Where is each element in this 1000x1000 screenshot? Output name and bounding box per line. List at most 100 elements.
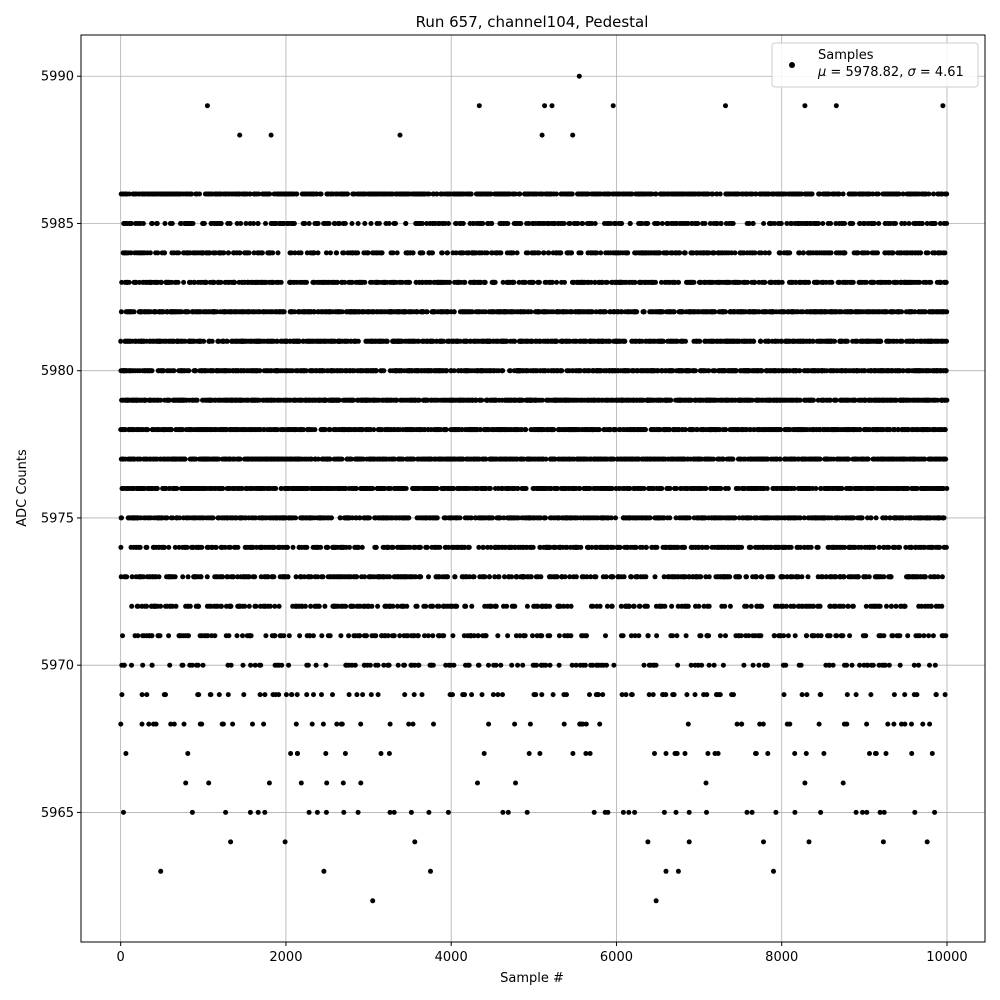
data-point (352, 662, 358, 668)
data-point (498, 250, 504, 256)
data-point (186, 633, 191, 639)
data-point (354, 692, 360, 698)
data-point (395, 662, 401, 668)
data-point (326, 221, 332, 226)
data-point (346, 633, 352, 639)
data-point (360, 692, 366, 698)
data-point (189, 662, 195, 668)
data-point (216, 338, 221, 344)
data-point (186, 368, 192, 374)
data-point (129, 603, 135, 609)
data-point (135, 633, 141, 639)
data-point (162, 221, 168, 226)
data-point (266, 780, 272, 786)
data-point (500, 368, 506, 374)
data-point (306, 221, 312, 226)
data-point (424, 309, 430, 315)
data-point (251, 221, 256, 226)
data-point (216, 692, 222, 698)
data-point (201, 338, 207, 344)
data-point (418, 544, 423, 550)
data-point (246, 603, 252, 609)
data-point (323, 751, 329, 756)
data-point (119, 279, 125, 285)
data-point (190, 221, 196, 226)
data-point (369, 603, 375, 609)
data-point (146, 721, 152, 727)
data-point (126, 191, 132, 197)
data-point (505, 633, 511, 639)
data-point (175, 279, 181, 285)
data-point (373, 633, 379, 639)
data-point (257, 692, 263, 698)
data-point (391, 633, 397, 639)
data-point (223, 809, 229, 815)
data-point (272, 633, 278, 639)
data-point (203, 279, 209, 285)
data-point (172, 574, 178, 580)
data-point (199, 721, 205, 727)
data-point (189, 809, 195, 815)
data-point (167, 397, 172, 403)
data-point (355, 809, 361, 815)
data-point (220, 486, 226, 491)
data-point (119, 692, 125, 698)
data-point (298, 780, 304, 786)
data-point (234, 633, 240, 639)
data-point (524, 603, 530, 609)
data-point (302, 221, 308, 226)
data-point (451, 662, 457, 668)
data-point (201, 221, 207, 226)
data-point (158, 279, 164, 285)
data-point (386, 221, 392, 226)
data-point (281, 309, 287, 315)
data-point (495, 692, 501, 698)
data-point (469, 603, 475, 609)
data-point (487, 574, 492, 580)
data-point (213, 544, 219, 550)
data-point (164, 515, 170, 521)
data-point (270, 250, 276, 256)
data-point (271, 574, 277, 580)
data-point (436, 603, 442, 609)
data-point (253, 603, 259, 609)
data-point (368, 221, 374, 226)
data-point (189, 191, 195, 197)
data-point (358, 721, 364, 727)
data-point (209, 338, 215, 344)
data-point (319, 692, 324, 698)
data-point (313, 662, 319, 668)
data-point (167, 662, 173, 668)
data-point (180, 662, 186, 668)
data-point (154, 221, 160, 226)
data-point (286, 662, 292, 668)
data-point (153, 721, 159, 727)
data-point (522, 633, 528, 639)
data-point (119, 515, 124, 521)
data-point (490, 692, 496, 698)
data-point (325, 544, 331, 550)
data-point (411, 692, 417, 698)
data-point (342, 221, 348, 226)
data-point (367, 515, 372, 521)
data-point (362, 574, 368, 580)
data-point (182, 456, 188, 462)
data-point (430, 662, 436, 668)
data-point (288, 751, 294, 756)
data-point (359, 544, 365, 550)
data-point (283, 692, 289, 698)
data-point (364, 633, 369, 639)
data-point (199, 544, 205, 550)
data-point (192, 279, 198, 285)
data-point (378, 751, 384, 756)
data-point (228, 662, 234, 668)
data-point (419, 692, 425, 698)
data-point (407, 279, 413, 285)
data-point (466, 662, 472, 668)
data-point (290, 544, 296, 550)
data-point (406, 721, 412, 727)
data-point (261, 721, 267, 727)
data-point (240, 662, 246, 668)
data-point (322, 603, 328, 609)
data-point (212, 633, 218, 639)
